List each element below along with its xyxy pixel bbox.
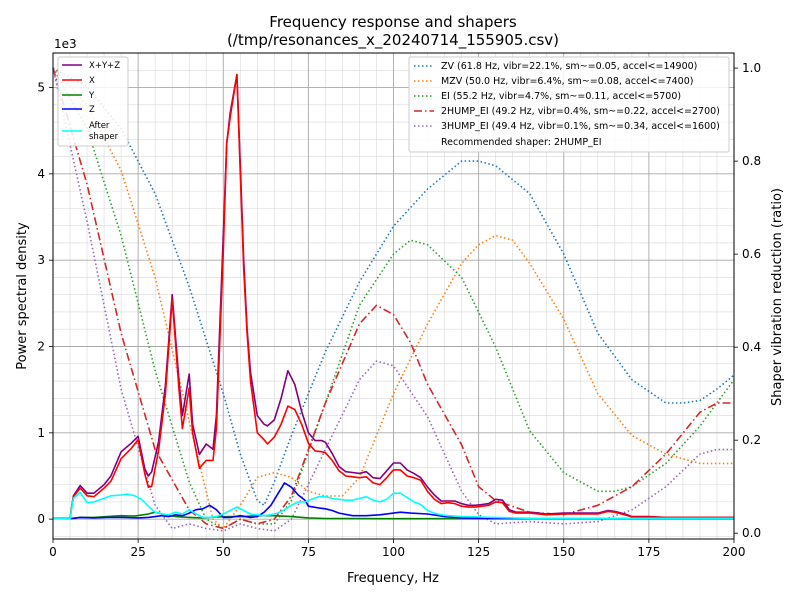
y2-axis-label: Shaper vibration reduction (ratio) <box>770 188 785 406</box>
psd-curve-x-y-z <box>53 73 734 520</box>
x-tick-label: 100 <box>382 545 405 559</box>
x-axis-ticks: 0 25 50 75 100 125 150 175 200 <box>49 539 745 559</box>
legend-recommended-shaper: Recommended shaper: 2HUMP_EI <box>441 137 602 148</box>
legend-right-box <box>408 56 730 153</box>
shaper-curve-3hump-ei <box>52 67 734 532</box>
y2-tick-label: 0.8 <box>742 154 761 168</box>
y-tick-label: 5 <box>37 81 45 95</box>
y2-tick-label: 1.0 <box>742 61 761 75</box>
x-tick-label: 0 <box>49 545 57 559</box>
legend-label-mzv: MZV (50.0 Hz, vibr=6.4%, sm~=0.08, accel… <box>441 76 693 87</box>
x-axis-label: Frequency, Hz <box>347 571 439 586</box>
psd-curve-z <box>53 482 734 520</box>
chart-title: Frequency response and shapers <box>269 13 517 31</box>
x-tick-label: 150 <box>552 545 575 559</box>
shaper-curve-mzv <box>52 67 734 530</box>
y-axis-ticks: 0 1 2 3 4 5 <box>37 81 53 526</box>
legend-label-y: Y <box>88 91 95 101</box>
legend-label-shaper: shaper <box>89 132 119 142</box>
legend-right: ZV (61.8 Hz, vibr=22.1%, sm~=0.05, accel… <box>408 56 730 153</box>
y-tick-label: 4 <box>37 167 45 181</box>
y2-tick-label: 0.0 <box>742 526 761 540</box>
x-tick-label: 25 <box>130 545 145 559</box>
legend-label-ei: EI (55.2 Hz, vibr=4.7%, sm~=0.11, accel<… <box>441 91 681 102</box>
legend-left: X+Y+Z X Y Z After shaper <box>57 56 129 147</box>
shaper-curve-ei <box>52 67 735 530</box>
y-axis-label: Power spectral density <box>15 222 30 370</box>
y2-tick-label: 0.2 <box>742 433 761 447</box>
x-tick-label: 125 <box>467 545 490 559</box>
legend-label-xyz: X+Y+Z <box>89 61 120 71</box>
x-tick-label: 200 <box>723 545 746 559</box>
shaper-curve-2hump-ei <box>52 67 734 530</box>
chart-subtitle: (/tmp/resonances_x_20240714_155905.csv) <box>227 31 559 50</box>
y-axis-multiplier: 1e3 <box>54 37 77 51</box>
y2-axis-ticks: 0.0 0.2 0.4 0.6 0.8 1.0 <box>734 61 761 540</box>
x-tick-label: 50 <box>216 545 231 559</box>
legend-label-x: X <box>89 76 95 86</box>
legend-label-after: After <box>89 121 110 131</box>
x-tick-label: 75 <box>301 545 316 559</box>
legend-label-3hump-ei: 3HUMP_EI (49.4 Hz, vibr=0.1%, sm~=0.34, … <box>441 121 720 132</box>
y-tick-label: 2 <box>37 339 45 353</box>
legend-label-z: Z <box>89 105 95 115</box>
legend-label-2hump-ei: 2HUMP_EI (49.2 Hz, vibr=0.4%, sm~=0.22, … <box>441 106 720 117</box>
psd-curve-after-shaper <box>53 491 734 520</box>
y2-tick-label: 0.4 <box>742 340 761 354</box>
y2-tick-label: 0.6 <box>742 247 761 261</box>
y-tick-label: 3 <box>37 253 45 267</box>
shaper-curves <box>52 67 735 532</box>
y-tick-label: 1 <box>37 426 45 440</box>
x-tick-label: 175 <box>637 545 660 559</box>
legend-label-zv: ZV (61.8 Hz, vibr=22.1%, sm~=0.05, accel… <box>441 61 697 72</box>
shaper-curve-zv <box>52 67 735 507</box>
psd-curve-x <box>53 73 734 520</box>
y-tick-label: 0 <box>37 512 45 526</box>
psd-curves <box>53 73 734 520</box>
